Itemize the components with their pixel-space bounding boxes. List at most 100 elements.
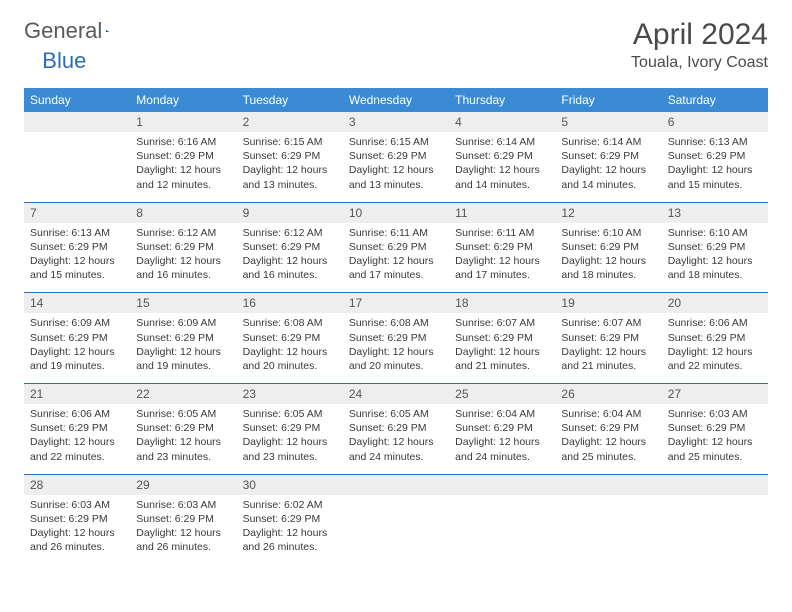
sunrise-text: Sunrise: 6:09 AM <box>136 316 230 330</box>
day-number: 28 <box>24 475 130 495</box>
daylight-text: Daylight: 12 hours and 21 minutes. <box>561 345 655 373</box>
sunrise-text: Sunrise: 6:11 AM <box>349 226 443 240</box>
day-cell: Sunrise: 6:11 AMSunset: 6:29 PMDaylight:… <box>449 223 555 293</box>
sunset-text: Sunset: 6:29 PM <box>136 512 230 526</box>
day-number-row: 123456 <box>24 112 768 132</box>
day-cell: Sunrise: 6:04 AMSunset: 6:29 PMDaylight:… <box>449 404 555 474</box>
sunset-text: Sunset: 6:29 PM <box>455 331 549 345</box>
day-number: 4 <box>449 112 555 132</box>
daylight-text: Daylight: 12 hours and 25 minutes. <box>561 435 655 463</box>
sunset-text: Sunset: 6:29 PM <box>455 149 549 163</box>
day-number: 11 <box>449 203 555 223</box>
sunrise-text: Sunrise: 6:09 AM <box>30 316 124 330</box>
location-label: Touala, Ivory Coast <box>631 54 768 72</box>
daylight-text: Daylight: 12 hours and 24 minutes. <box>349 435 443 463</box>
sunrise-text: Sunrise: 6:14 AM <box>561 135 655 149</box>
day-cell <box>555 495 661 565</box>
sunset-text: Sunset: 6:29 PM <box>455 421 549 435</box>
sunset-text: Sunset: 6:29 PM <box>349 149 443 163</box>
sunset-text: Sunset: 6:29 PM <box>455 240 549 254</box>
weekday-header: Saturday <box>662 88 768 112</box>
day-cell: Sunrise: 6:12 AMSunset: 6:29 PMDaylight:… <box>130 223 236 293</box>
day-content-row: Sunrise: 6:03 AMSunset: 6:29 PMDaylight:… <box>24 495 768 565</box>
day-number: 6 <box>662 112 768 132</box>
sunrise-text: Sunrise: 6:05 AM <box>349 407 443 421</box>
day-number: 13 <box>662 203 768 223</box>
daylight-text: Daylight: 12 hours and 20 minutes. <box>243 345 337 373</box>
day-number: 22 <box>130 384 236 404</box>
day-cell: Sunrise: 6:10 AMSunset: 6:29 PMDaylight:… <box>662 223 768 293</box>
sunset-text: Sunset: 6:29 PM <box>136 421 230 435</box>
sunset-text: Sunset: 6:29 PM <box>136 240 230 254</box>
day-cell: Sunrise: 6:03 AMSunset: 6:29 PMDaylight:… <box>24 495 130 565</box>
day-content-row: Sunrise: 6:16 AMSunset: 6:29 PMDaylight:… <box>24 132 768 202</box>
day-number: 20 <box>662 293 768 313</box>
sunrise-text: Sunrise: 6:10 AM <box>561 226 655 240</box>
sunrise-text: Sunrise: 6:13 AM <box>668 135 762 149</box>
day-number <box>24 112 130 132</box>
daylight-text: Daylight: 12 hours and 26 minutes. <box>243 526 337 554</box>
daylight-text: Daylight: 12 hours and 18 minutes. <box>561 254 655 282</box>
daylight-text: Daylight: 12 hours and 23 minutes. <box>243 435 337 463</box>
daylight-text: Daylight: 12 hours and 16 minutes. <box>136 254 230 282</box>
sunset-text: Sunset: 6:29 PM <box>349 331 443 345</box>
daylight-text: Daylight: 12 hours and 14 minutes. <box>561 163 655 191</box>
flag-icon <box>106 23 110 39</box>
sunset-text: Sunset: 6:29 PM <box>668 331 762 345</box>
sunset-text: Sunset: 6:29 PM <box>349 240 443 254</box>
day-number <box>555 475 661 495</box>
sunset-text: Sunset: 6:29 PM <box>243 149 337 163</box>
day-number: 3 <box>343 112 449 132</box>
day-number: 16 <box>237 293 343 313</box>
day-cell: Sunrise: 6:16 AMSunset: 6:29 PMDaylight:… <box>130 132 236 202</box>
day-number: 29 <box>130 475 236 495</box>
day-cell: Sunrise: 6:05 AMSunset: 6:29 PMDaylight:… <box>343 404 449 474</box>
sunrise-text: Sunrise: 6:02 AM <box>243 498 337 512</box>
day-number: 19 <box>555 293 661 313</box>
day-number-row: 78910111213 <box>24 202 768 223</box>
sunrise-text: Sunrise: 6:11 AM <box>455 226 549 240</box>
day-cell: Sunrise: 6:07 AMSunset: 6:29 PMDaylight:… <box>449 313 555 383</box>
sunrise-text: Sunrise: 6:15 AM <box>243 135 337 149</box>
sunrise-text: Sunrise: 6:13 AM <box>30 226 124 240</box>
sunset-text: Sunset: 6:29 PM <box>243 421 337 435</box>
weekday-header: Friday <box>555 88 661 112</box>
day-number <box>449 475 555 495</box>
day-number: 25 <box>449 384 555 404</box>
day-number: 30 <box>237 475 343 495</box>
sunrise-text: Sunrise: 6:12 AM <box>243 226 337 240</box>
sunset-text: Sunset: 6:29 PM <box>561 331 655 345</box>
title-block: April 2024 Touala, Ivory Coast <box>631 18 768 72</box>
weekday-header: Wednesday <box>343 88 449 112</box>
sunset-text: Sunset: 6:29 PM <box>243 512 337 526</box>
day-number: 18 <box>449 293 555 313</box>
day-number: 9 <box>237 203 343 223</box>
day-cell: Sunrise: 6:05 AMSunset: 6:29 PMDaylight:… <box>237 404 343 474</box>
sunrise-text: Sunrise: 6:16 AM <box>136 135 230 149</box>
day-cell: Sunrise: 6:07 AMSunset: 6:29 PMDaylight:… <box>555 313 661 383</box>
day-cell: Sunrise: 6:04 AMSunset: 6:29 PMDaylight:… <box>555 404 661 474</box>
sunrise-text: Sunrise: 6:03 AM <box>136 498 230 512</box>
daylight-text: Daylight: 12 hours and 13 minutes. <box>243 163 337 191</box>
day-number: 8 <box>130 203 236 223</box>
daylight-text: Daylight: 12 hours and 26 minutes. <box>136 526 230 554</box>
weekday-header: Thursday <box>449 88 555 112</box>
day-number: 24 <box>343 384 449 404</box>
day-cell: Sunrise: 6:12 AMSunset: 6:29 PMDaylight:… <box>237 223 343 293</box>
sunrise-text: Sunrise: 6:14 AM <box>455 135 549 149</box>
day-number: 7 <box>24 203 130 223</box>
daylight-text: Daylight: 12 hours and 26 minutes. <box>30 526 124 554</box>
sunset-text: Sunset: 6:29 PM <box>668 240 762 254</box>
brand-logo: General <box>24 18 130 44</box>
day-cell <box>662 495 768 565</box>
month-title: April 2024 <box>631 18 768 52</box>
sunset-text: Sunset: 6:29 PM <box>30 240 124 254</box>
day-cell: Sunrise: 6:15 AMSunset: 6:29 PMDaylight:… <box>237 132 343 202</box>
daylight-text: Daylight: 12 hours and 14 minutes. <box>455 163 549 191</box>
daylight-text: Daylight: 12 hours and 13 minutes. <box>349 163 443 191</box>
day-cell: Sunrise: 6:09 AMSunset: 6:29 PMDaylight:… <box>130 313 236 383</box>
sunrise-text: Sunrise: 6:04 AM <box>561 407 655 421</box>
day-cell: Sunrise: 6:06 AMSunset: 6:29 PMDaylight:… <box>24 404 130 474</box>
daylight-text: Daylight: 12 hours and 18 minutes. <box>668 254 762 282</box>
daylight-text: Daylight: 12 hours and 19 minutes. <box>136 345 230 373</box>
